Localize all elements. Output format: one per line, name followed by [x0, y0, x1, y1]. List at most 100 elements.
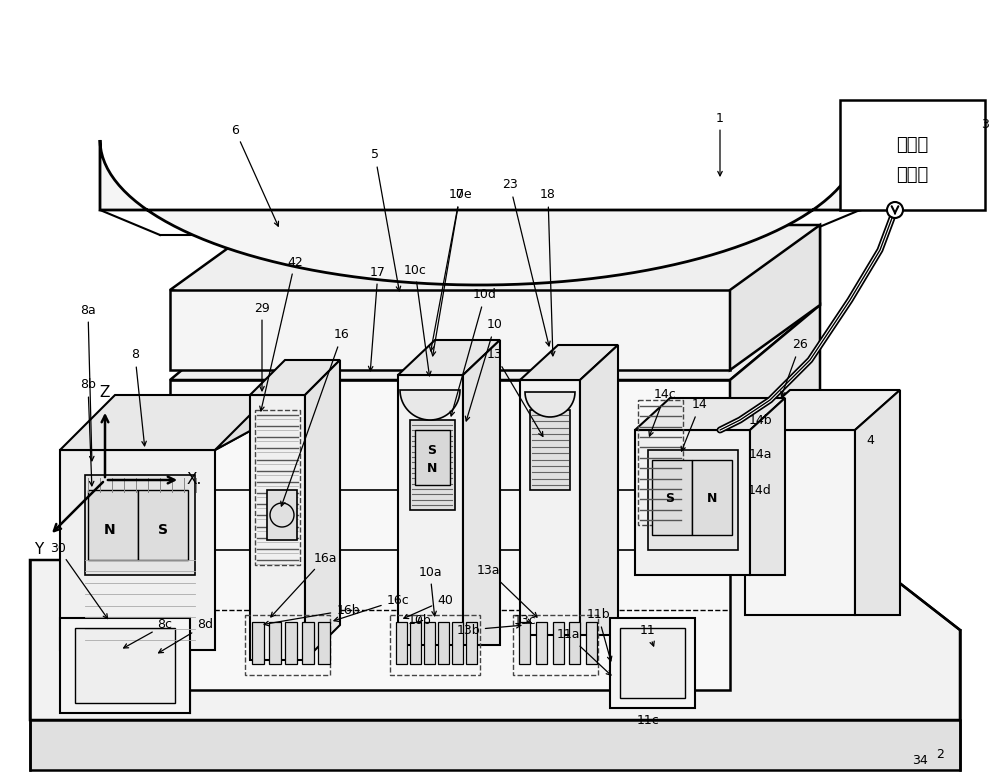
Text: S: S — [428, 443, 436, 456]
Text: 18: 18 — [540, 189, 556, 355]
Polygon shape — [398, 340, 500, 375]
Polygon shape — [170, 305, 820, 380]
Bar — [610, 618, 695, 708]
Bar — [138, 490, 188, 560]
Bar — [75, 628, 175, 703]
Polygon shape — [170, 290, 730, 370]
Bar — [648, 450, 738, 550]
Bar — [268, 622, 280, 664]
Bar — [530, 410, 570, 490]
Bar — [552, 622, 564, 664]
Text: 10e: 10e — [431, 189, 472, 356]
Text: 34: 34 — [912, 753, 928, 767]
Bar — [255, 410, 300, 565]
Polygon shape — [100, 140, 860, 285]
Text: 16b: 16b — [264, 604, 360, 626]
Text: 14: 14 — [681, 399, 708, 451]
Text: X.: X. — [187, 472, 202, 488]
Polygon shape — [60, 395, 270, 450]
Bar — [692, 460, 732, 535]
Text: 2: 2 — [936, 749, 944, 762]
Text: 13b: 13b — [456, 623, 521, 637]
Bar — [60, 450, 215, 650]
Bar — [250, 395, 305, 660]
Text: 11a: 11a — [556, 629, 611, 675]
Bar — [302, 622, 314, 664]
Text: N: N — [427, 461, 437, 474]
Text: 1: 1 — [716, 111, 724, 176]
Text: 26: 26 — [781, 338, 808, 396]
Bar — [410, 420, 455, 510]
Polygon shape — [730, 225, 820, 370]
Bar — [519, 622, 530, 664]
Polygon shape — [30, 720, 960, 770]
Text: Z: Z — [100, 385, 110, 400]
Polygon shape — [463, 340, 500, 645]
Bar — [267, 490, 297, 540]
Text: 8: 8 — [131, 348, 146, 446]
Text: 10b: 10b — [408, 614, 432, 626]
Text: 30: 30 — [50, 542, 108, 619]
Polygon shape — [525, 392, 575, 417]
Text: 14b: 14b — [748, 413, 772, 427]
Polygon shape — [30, 560, 960, 720]
Polygon shape — [400, 390, 460, 420]
Polygon shape — [750, 398, 785, 575]
Bar — [452, 622, 463, 664]
Text: 16: 16 — [281, 329, 350, 506]
Text: 16c: 16c — [334, 594, 409, 622]
Text: 23: 23 — [502, 179, 550, 346]
Text: 8c: 8c — [124, 619, 173, 648]
Polygon shape — [730, 305, 820, 570]
Text: 10a: 10a — [418, 565, 442, 616]
Text: 14c: 14c — [649, 388, 676, 436]
Polygon shape — [170, 380, 730, 690]
Text: 40: 40 — [404, 594, 453, 619]
Text: 8a: 8a — [80, 304, 96, 461]
Text: 13: 13 — [487, 348, 543, 436]
Bar — [620, 628, 685, 698]
Text: 10c: 10c — [404, 264, 431, 376]
Circle shape — [887, 202, 903, 218]
Text: 7: 7 — [429, 189, 464, 351]
Bar — [245, 615, 330, 675]
Bar — [424, 622, 435, 664]
Bar — [85, 475, 195, 575]
Bar — [520, 380, 580, 635]
Text: 13c: 13c — [514, 614, 536, 626]
Bar — [438, 622, 449, 664]
Polygon shape — [855, 390, 900, 615]
Text: 14d: 14d — [748, 483, 772, 496]
Bar — [285, 622, 297, 664]
Polygon shape — [215, 395, 270, 450]
Text: 17: 17 — [368, 265, 386, 371]
Bar — [652, 460, 692, 535]
Text: 3: 3 — [981, 118, 989, 132]
Bar — [569, 622, 580, 664]
Bar — [415, 430, 450, 485]
Bar — [536, 622, 547, 664]
Text: 8b: 8b — [80, 378, 96, 485]
Polygon shape — [250, 360, 340, 395]
Bar — [396, 622, 407, 664]
Bar — [840, 100, 985, 210]
Text: 10d: 10d — [450, 288, 497, 416]
Polygon shape — [170, 225, 820, 305]
Bar — [410, 622, 421, 664]
Polygon shape — [520, 345, 618, 380]
Text: 42: 42 — [260, 255, 303, 411]
Text: N: N — [104, 523, 116, 537]
Bar — [745, 430, 855, 615]
Text: S: S — [666, 492, 674, 504]
Polygon shape — [580, 345, 618, 635]
Bar — [513, 615, 598, 675]
Bar — [635, 430, 750, 575]
Text: 8d: 8d — [159, 619, 213, 653]
Text: 11c: 11c — [637, 713, 659, 727]
Bar — [390, 615, 480, 675]
Bar — [466, 622, 477, 664]
Bar — [398, 375, 463, 645]
Polygon shape — [635, 398, 785, 430]
Text: 洁净压
缩气源: 洁净压 缩气源 — [896, 136, 928, 183]
Text: 29: 29 — [254, 301, 270, 391]
